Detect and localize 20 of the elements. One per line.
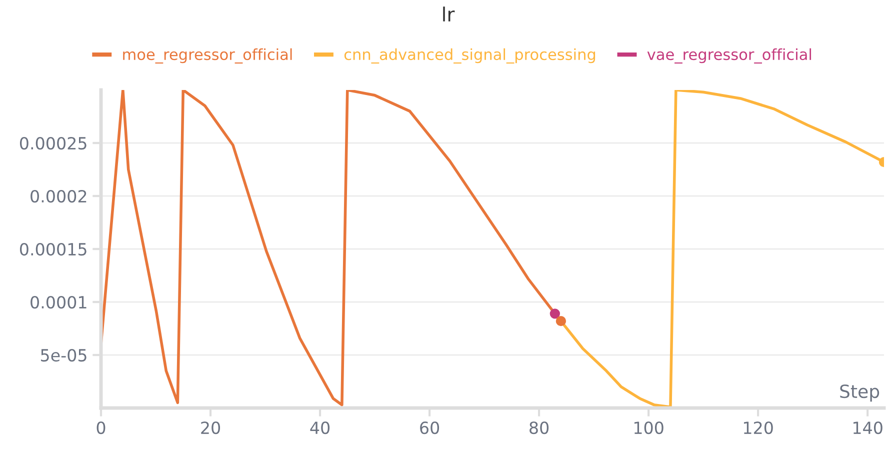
x-axis-title: Step <box>840 384 880 402</box>
y-tick-label: 0.0001 <box>30 296 86 309</box>
y-tick-label: 0.00015 <box>20 242 86 256</box>
point <box>556 316 566 326</box>
legend-label: cnn_advanced_signal_processing <box>344 48 596 64</box>
x-tick-label: 140 <box>854 421 882 434</box>
point <box>550 308 560 319</box>
x-tick-label: 0 <box>96 421 106 434</box>
y-tick-label: 5e-05 <box>41 348 86 362</box>
x-tick-label: 60 <box>420 421 440 434</box>
x-tick-label: 120 <box>744 421 773 434</box>
y-tick-label: 0.00025 <box>20 136 86 150</box>
x-tick-label: 20 <box>201 421 220 434</box>
x-tick-label: 40 <box>310 421 330 434</box>
chart-title: lr <box>443 6 455 22</box>
y-tick-label: 0.0002 <box>30 190 86 203</box>
x-tick-label: 80 <box>530 421 549 434</box>
legend-label: moe_regressor_official <box>123 48 292 64</box>
x-tick-label: 100 <box>634 421 664 434</box>
legend-label: vae_regressor_official <box>647 48 812 64</box>
